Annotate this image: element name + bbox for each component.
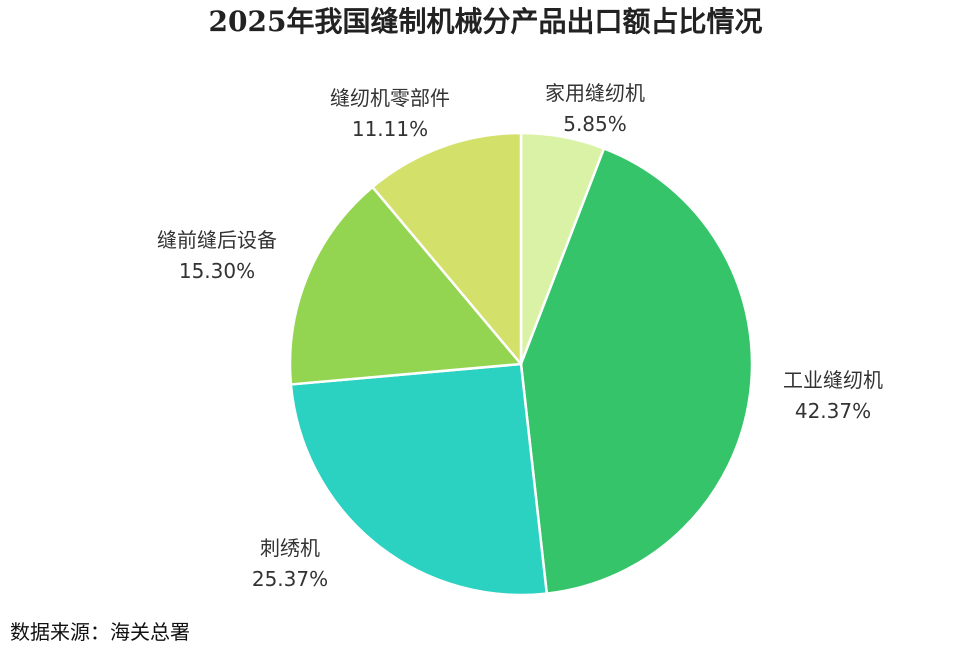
slice-category-label: 刺绣机	[260, 536, 320, 560]
source-note: 数据来源：海关总署	[10, 620, 190, 644]
slice-value-label: 5.85%	[563, 112, 627, 136]
pie-slice-5	[371, 131, 523, 366]
pie-slice-4	[288, 185, 523, 386]
slice-category-label: 家用缝纫机	[545, 81, 645, 105]
chart-title: 2025年我国缝制机械分产品出口额占比情况	[208, 5, 763, 38]
slice-value-label: 25.37%	[252, 567, 328, 591]
slice-category-label: 缝纫机零部件	[330, 86, 450, 110]
pie-slices	[288, 131, 754, 597]
slice-category-label: 工业缝纫机	[783, 368, 883, 392]
slice-category-label: 缝前缝后设备	[157, 228, 277, 252]
pie-slice-3	[289, 362, 549, 597]
pie-slice-2	[519, 147, 754, 595]
pie-labels: 家用缝纫机 5.85% 工业缝纫机 42.37% 刺绣机 25.37% 缝前缝后设备 15.3…	[157, 81, 883, 591]
slice-value-label: 42.37%	[795, 399, 871, 423]
slice-value-label: 15.30%	[179, 259, 255, 283]
slice-value-label: 11.11%	[352, 117, 428, 141]
